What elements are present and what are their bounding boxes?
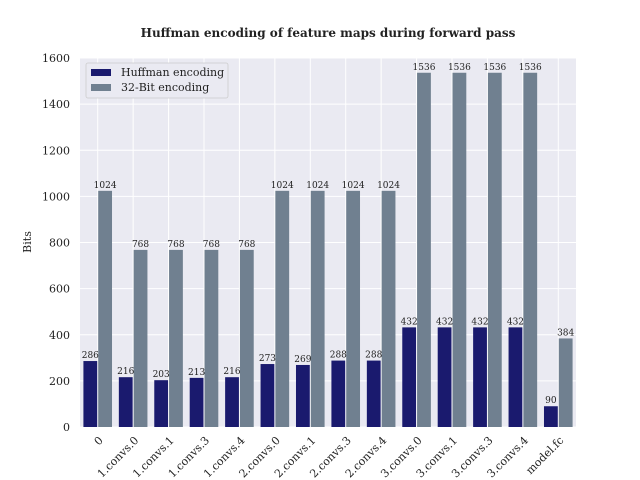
data-label: 1024 xyxy=(377,181,400,191)
bar xyxy=(402,327,417,427)
data-label: 1024 xyxy=(306,181,329,191)
bar xyxy=(452,72,467,427)
data-label: 432 xyxy=(471,317,488,327)
data-label: 216 xyxy=(117,367,134,377)
data-label: 384 xyxy=(557,328,574,338)
bar xyxy=(225,377,239,427)
data-label: 432 xyxy=(436,317,453,327)
bars xyxy=(83,72,573,427)
data-label: 1024 xyxy=(94,181,117,191)
bar xyxy=(204,249,219,427)
bar xyxy=(473,327,487,427)
data-label: 1536 xyxy=(413,63,436,73)
bar xyxy=(154,380,169,427)
bar xyxy=(189,377,204,427)
y-tick-label: 1400 xyxy=(42,98,70,111)
bar xyxy=(118,377,133,427)
data-label: 768 xyxy=(132,240,149,250)
data-label: 1536 xyxy=(483,63,506,73)
bar xyxy=(487,72,502,427)
y-axis-label: Bits xyxy=(21,231,34,253)
bar xyxy=(331,360,346,427)
data-label: 288 xyxy=(365,351,382,361)
data-label: 286 xyxy=(82,351,99,361)
bar xyxy=(83,361,98,427)
data-label: 213 xyxy=(188,368,205,378)
x-tick-labels: 01.convs.01.convs.11.convs.31.convs.42.c… xyxy=(92,434,567,480)
data-label: 432 xyxy=(401,317,418,327)
chart-title: Huffman encoding of feature maps during … xyxy=(141,26,516,40)
x-tick-label: 0 xyxy=(92,434,106,448)
data-label: 1024 xyxy=(342,181,365,191)
bar xyxy=(558,338,573,427)
bar xyxy=(169,249,183,427)
y-tick-label: 400 xyxy=(49,329,70,342)
data-label: 203 xyxy=(153,370,170,380)
grid xyxy=(80,57,576,428)
legend: Huffman encoding 32-Bit encoding xyxy=(85,62,229,99)
bar xyxy=(346,190,361,427)
y-tick-label: 600 xyxy=(49,283,70,296)
bar xyxy=(295,364,310,427)
data-label: 216 xyxy=(223,367,240,377)
legend-swatch-32bit xyxy=(91,84,111,91)
y-tick-label: 0 xyxy=(63,421,70,434)
y-tick-label: 1200 xyxy=(42,144,70,157)
bar xyxy=(275,190,290,427)
bar xyxy=(437,327,452,427)
legend-box xyxy=(85,62,229,99)
legend-label-huffman: Huffman encoding xyxy=(121,66,224,79)
bar xyxy=(98,190,113,427)
y-tick-label: 200 xyxy=(49,375,70,388)
bar xyxy=(239,249,254,427)
y-tick-label: 800 xyxy=(49,237,70,250)
bar xyxy=(260,364,275,427)
bar xyxy=(381,190,396,427)
bar xyxy=(133,249,148,427)
data-label: 1536 xyxy=(448,63,471,73)
bar xyxy=(366,360,381,427)
bar xyxy=(310,190,325,427)
data-label: 273 xyxy=(259,354,276,364)
data-label: 768 xyxy=(167,240,184,250)
x-tick-label: model.fc xyxy=(523,434,566,477)
data-label: 1536 xyxy=(519,63,542,73)
bar xyxy=(417,72,431,427)
data-label: 269 xyxy=(294,355,311,365)
bar xyxy=(508,327,523,427)
y-tick-label: 1600 xyxy=(42,52,70,65)
bar xyxy=(543,406,558,427)
legend-swatch-huffman xyxy=(91,69,111,76)
data-label: 768 xyxy=(203,240,220,250)
y-tick-labels: 0 200 400 600 800 1000 1200 1400 1600 xyxy=(42,52,70,434)
data-labels: 286 1024 216 768 203 768 213 768 216 768 273 1024 26… xyxy=(82,63,575,406)
data-label: 1024 xyxy=(271,181,294,191)
data-label: 432 xyxy=(507,317,524,327)
data-label: 90 xyxy=(545,396,557,406)
bar xyxy=(523,72,538,427)
data-label: 288 xyxy=(330,351,347,361)
data-label: 768 xyxy=(238,240,255,250)
y-tick-label: 1000 xyxy=(42,190,70,203)
legend-label-32bit: 32-Bit encoding xyxy=(121,81,209,94)
